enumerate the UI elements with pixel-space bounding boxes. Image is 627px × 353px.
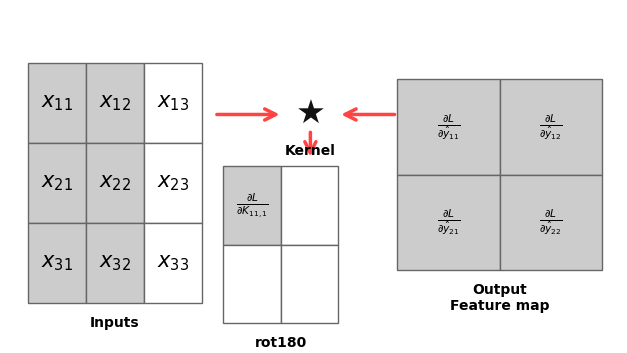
- Text: $\frac{\partial L}{\partial \hat{y}_{22}}$: $\frac{\partial L}{\partial \hat{y}_{22}…: [539, 207, 563, 237]
- Text: $x_{21}$: $x_{21}$: [41, 173, 73, 193]
- Bar: [144, 63, 202, 143]
- Bar: [86, 223, 144, 303]
- Text: Inputs: Inputs: [90, 316, 139, 330]
- Text: $x_{12}$: $x_{12}$: [98, 93, 130, 113]
- Bar: [28, 223, 86, 303]
- Bar: [86, 63, 144, 143]
- Text: Kernel: Kernel: [285, 144, 336, 158]
- Text: $\frac{\partial L}{\partial \hat{y}_{21}}$: $\frac{\partial L}{\partial \hat{y}_{21}…: [437, 207, 461, 237]
- Text: $\frac{\partial L}{\partial \hat{y}_{11}}$: $\frac{\partial L}{\partial \hat{y}_{11}…: [437, 112, 461, 142]
- Bar: [86, 143, 144, 223]
- Bar: [28, 143, 86, 223]
- Text: $x_{13}$: $x_{13}$: [157, 93, 189, 113]
- Bar: [500, 79, 603, 174]
- Text: $x_{22}$: $x_{22}$: [98, 173, 130, 193]
- Bar: [223, 245, 281, 323]
- Text: rot180: rot180: [255, 336, 307, 350]
- Text: Output
Feature map: Output Feature map: [450, 283, 550, 313]
- Text: ★: ★: [295, 98, 325, 131]
- Bar: [144, 143, 202, 223]
- Bar: [281, 166, 339, 245]
- Text: $\frac{\partial L}{\partial \hat{y}_{12}}$: $\frac{\partial L}{\partial \hat{y}_{12}…: [539, 112, 563, 142]
- Bar: [500, 174, 603, 270]
- Bar: [28, 63, 86, 143]
- Text: $x_{32}$: $x_{32}$: [98, 253, 130, 273]
- Bar: [398, 79, 500, 174]
- Bar: [144, 223, 202, 303]
- Bar: [223, 166, 281, 245]
- Text: $x_{33}$: $x_{33}$: [157, 253, 189, 273]
- Bar: [398, 174, 500, 270]
- Text: $x_{11}$: $x_{11}$: [41, 93, 73, 113]
- Text: $\frac{\partial L}{\partial K_{11,1}}$: $\frac{\partial L}{\partial K_{11,1}}$: [236, 191, 268, 220]
- Text: $x_{31}$: $x_{31}$: [41, 253, 73, 273]
- Bar: [281, 245, 339, 323]
- Text: $x_{23}$: $x_{23}$: [157, 173, 189, 193]
